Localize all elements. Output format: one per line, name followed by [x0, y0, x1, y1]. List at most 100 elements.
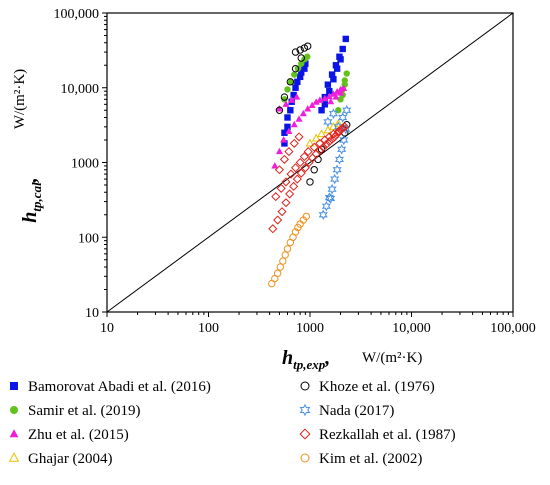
y-tick-label: 10 [85, 306, 99, 321]
legend-label: Khoze et al. (1976) [319, 379, 435, 395]
data-point-zhu-et-al-2015 [280, 136, 288, 143]
y-tick-label: 100,000 [54, 7, 100, 22]
y-axis-label: htp,cal, [19, 177, 44, 222]
data-point-nada-2017 [338, 112, 348, 123]
data-point-rezkallah-et-al-1987 [332, 129, 342, 139]
data-point-bamorovat-abadi-et-al-2016 [298, 69, 305, 76]
data-point-nada-2017 [339, 134, 349, 146]
data-points [268, 35, 352, 288]
data-point-zhu-et-al-2015 [290, 120, 298, 128]
legend-label: Rezkallah et al. (1987) [319, 427, 456, 443]
data-point-khoze-et-al-1976 [296, 46, 304, 54]
data-point-samir-et-al-2019 [343, 70, 350, 77]
data-point-nada-2017 [324, 192, 334, 203]
data-point-nada-2017 [318, 209, 328, 221]
data-point-khoze-et-al-1976 [275, 106, 284, 114]
data-point-zhu-et-al-2015 [312, 98, 320, 105]
data-point-rezkallah-et-al-1987 [277, 207, 287, 217]
data-point-rezkallah-et-al-1987 [290, 163, 301, 173]
x-tick-label: 100 [198, 321, 219, 336]
data-point-nada-2017 [326, 193, 336, 204]
data-point-zhu-et-al-2015 [332, 93, 340, 100]
data-point-rezkallah-et-al-1987 [274, 165, 284, 175]
x-axis-subscript: tp,exp [293, 357, 326, 372]
data-point-bamorovat-abadi-et-al-2016 [324, 81, 332, 88]
data-point-bamorovat-abadi-et-al-2016 [281, 140, 288, 147]
x-tick-label: 1000 [296, 321, 324, 336]
data-point-ghajar-2004 [333, 118, 343, 127]
data-point-rezkallah-et-al-1987 [309, 142, 319, 152]
data-point-samir-et-al-2019 [304, 53, 311, 60]
y-tick-label: 10,000 [61, 82, 100, 97]
data-point-nada-2017 [341, 123, 351, 135]
data-point-zhu-et-al-2015 [340, 84, 348, 91]
legend-label: Nada (2017) [319, 403, 394, 419]
data-point-khoze-et-al-1976 [291, 64, 300, 73]
y-axis-subscript: tp,cal [29, 182, 44, 212]
data-point-rezkallah-et-al-1987 [300, 163, 310, 173]
data-point-zhu-et-al-2015 [337, 89, 345, 96]
data-point-bamorovat-abadi-et-al-2016 [318, 107, 325, 114]
data-point-zhu-et-al-2015 [304, 105, 312, 112]
y-tick-label: 100 [78, 231, 99, 246]
data-point-khoze-et-al-1976 [286, 78, 295, 86]
y-axis-symbol: h [19, 212, 41, 223]
data-point-zhu-et-al-2015 [325, 92, 333, 100]
data-point-bamorovat-abadi-et-al-2016 [292, 84, 299, 91]
data-point-nada-2017 [334, 154, 345, 165]
data-point-rezkallah-et-al-1987 [273, 215, 283, 225]
data-point-rezkallah-et-al-1987 [271, 192, 281, 202]
data-point-kim-et-al-2002 [279, 257, 287, 265]
data-point-rezkallah-et-al-1987 [285, 189, 295, 199]
y-axis-unit: W/(m²·K) [12, 69, 28, 129]
data-point-nada-2017 [337, 144, 347, 155]
data-point-ghajar-2004 [311, 133, 321, 142]
data-point-rezkallah-et-al-1987 [327, 134, 337, 144]
legend-label: Kim et al. (2002) [319, 451, 422, 467]
data-point-zhu-et-al-2015 [308, 101, 316, 108]
data-point-bamorovat-abadi-et-al-2016 [332, 62, 340, 69]
data-point-kim-et-al-2002 [276, 263, 285, 271]
data-point-khoze-et-al-1976 [304, 42, 312, 50]
legend-marker [300, 453, 310, 463]
legend-marker [10, 406, 18, 414]
data-point-rezkallah-et-al-1987 [279, 154, 289, 164]
data-point-bamorovat-abadi-et-al-2016 [321, 101, 329, 108]
data-point-bamorovat-abadi-et-al-2016 [287, 107, 294, 114]
data-point-zhu-et-al-2015 [299, 109, 307, 117]
data-point-bamorovat-abadi-et-al-2016 [290, 91, 297, 99]
data-point-rezkallah-et-al-1987 [284, 147, 294, 157]
data-point-zhu-et-al-2015 [288, 96, 296, 103]
legend-marker [9, 429, 19, 438]
data-point-rezkallah-et-al-1987 [315, 138, 325, 148]
legend-marker [8, 452, 20, 462]
data-point-rezkallah-et-al-1987 [315, 145, 325, 155]
x-axis-label: htp,exp, [282, 347, 330, 372]
data-point-kim-et-al-2002 [302, 212, 311, 221]
legend: Bamorovat Abadi et al. (2016) Khoze et al… [8, 379, 456, 467]
data-point-ghajar-2004 [305, 138, 315, 147]
data-point-rezkallah-et-al-1987 [286, 169, 296, 179]
data-point-rezkallah-et-al-1987 [276, 183, 286, 193]
data-point-rezkallah-et-al-1987 [281, 198, 291, 208]
legend-label: Bamorovat Abadi et al. (2016) [28, 379, 211, 395]
data-point-samir-et-al-2019 [287, 78, 295, 86]
data-point-zhu-et-al-2015 [285, 127, 293, 135]
legend-label: Samir et al. (2019) [28, 403, 140, 419]
data-point-bamorovat-abadi-et-al-2016 [339, 45, 346, 53]
data-point-bamorovat-abadi-et-al-2016 [301, 65, 308, 72]
data-point-kim-et-al-2002 [273, 269, 282, 277]
data-point-rezkallah-et-al-1987 [295, 157, 305, 168]
data-point-khoze-et-al-1976 [306, 178, 314, 186]
data-point-khoze-et-al-1976 [280, 93, 289, 101]
data-point-rezkallah-et-al-1987 [292, 174, 302, 184]
data-point-rezkallah-et-al-1987 [303, 147, 313, 157]
data-point-bamorovat-abadi-et-al-2016 [284, 114, 291, 121]
svg-text:htp,cal,: htp,cal, [19, 177, 44, 222]
data-point-nada-2017 [332, 164, 342, 176]
data-point-nada-2017 [323, 116, 333, 128]
x-axis-unit: W/(m²·K) [362, 350, 422, 366]
data-point-rezkallah-et-al-1987 [324, 137, 334, 147]
data-point-rezkallah-et-al-1987 [340, 122, 350, 132]
